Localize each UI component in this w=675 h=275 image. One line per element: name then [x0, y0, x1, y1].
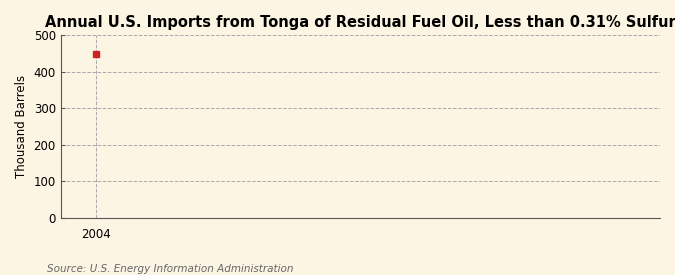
Title: Annual U.S. Imports from Tonga of Residual Fuel Oil, Less than 0.31% Sulfur: Annual U.S. Imports from Tonga of Residu… [45, 15, 675, 30]
Text: Source: U.S. Energy Information Administration: Source: U.S. Energy Information Administ… [47, 264, 294, 274]
Y-axis label: Thousand Barrels: Thousand Barrels [15, 75, 28, 178]
